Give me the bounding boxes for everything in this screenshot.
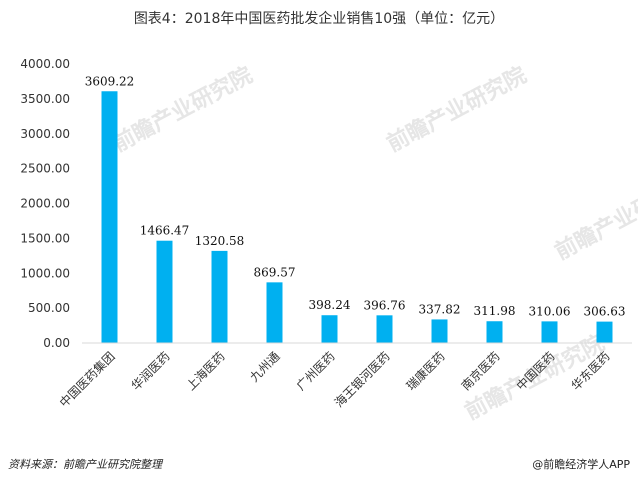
- bar: [156, 240, 173, 343]
- category-label: 华润医药: [129, 349, 173, 393]
- y-tick-label: 3500.00: [20, 92, 70, 106]
- category-label: 广州医药: [294, 349, 338, 393]
- data-label: 869.57: [254, 265, 296, 279]
- y-tick-label: 3000.00: [20, 127, 70, 141]
- source-note: 资料来源：前瞻产业研究院整理: [8, 458, 162, 471]
- data-label: 1320.58: [195, 234, 245, 248]
- category-label: 中国医药集团: [56, 349, 118, 411]
- data-label: 337.82: [419, 302, 461, 316]
- bar: [321, 315, 338, 343]
- data-label: 306.63: [584, 305, 626, 319]
- category-label: 上海医药: [183, 349, 228, 394]
- y-axis: 0.00 500.00 1000.00 1500.00 2000.00 2500.00 30…: [20, 57, 70, 350]
- bars-group: [101, 91, 613, 344]
- watermark-text: 前瞻产业研究院: [551, 170, 638, 265]
- bar: [376, 315, 393, 343]
- y-tick-label: 500.00: [28, 301, 70, 315]
- y-tick-label: 0.00: [43, 336, 70, 350]
- bar: [266, 282, 283, 343]
- bar: [431, 319, 448, 343]
- data-label: 1466.47: [140, 224, 190, 238]
- y-tick-label: 1000.00: [20, 266, 70, 280]
- y-tick-label: 2000.00: [20, 197, 70, 211]
- category-label: 海王银河医药: [331, 349, 393, 411]
- category-label: 九州通: [247, 349, 282, 384]
- data-label: 3609.22: [85, 74, 135, 88]
- data-label: 398.24: [309, 298, 351, 312]
- bar: [101, 91, 118, 344]
- y-tick-label: 4000.00: [20, 57, 70, 71]
- chart-title: 图表4：2018年中国医药批发企业销售10强（单位：亿元）: [133, 11, 505, 27]
- watermark-text: 前瞻产业研究院: [383, 62, 531, 157]
- bar: [211, 250, 228, 343]
- data-label: 311.98: [474, 304, 516, 318]
- y-tick-label: 1500.00: [20, 231, 70, 245]
- bar: [486, 321, 503, 343]
- credit-label: @前瞻经济学人APP: [532, 458, 630, 471]
- y-tick-label: 2500.00: [20, 162, 70, 176]
- data-label: 310.06: [529, 304, 571, 318]
- data-labels-group: 3609.22 1466.47 1320.58 869.57 398.24 396.76 3…: [85, 74, 626, 318]
- bar: [541, 321, 558, 343]
- bar: [596, 321, 613, 343]
- category-label: 瑞康医药: [403, 349, 448, 394]
- data-label: 396.76: [364, 298, 406, 312]
